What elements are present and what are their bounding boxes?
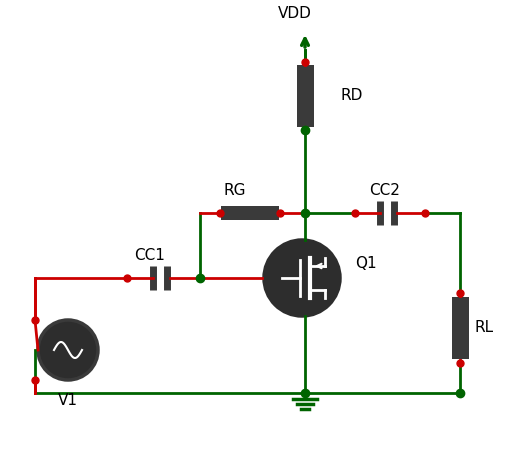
- Text: RD: RD: [340, 88, 362, 103]
- Bar: [221, 206, 279, 220]
- Bar: [452, 297, 469, 359]
- Text: V1: V1: [58, 393, 78, 408]
- Text: RG: RG: [224, 183, 246, 198]
- Text: CC2: CC2: [369, 183, 400, 198]
- Circle shape: [38, 320, 98, 380]
- Text: CC1: CC1: [135, 248, 166, 263]
- Text: RL: RL: [475, 321, 494, 336]
- Text: Q1: Q1: [355, 256, 377, 271]
- Bar: [297, 65, 314, 127]
- Text: VDD: VDD: [278, 6, 312, 21]
- Circle shape: [264, 240, 340, 316]
